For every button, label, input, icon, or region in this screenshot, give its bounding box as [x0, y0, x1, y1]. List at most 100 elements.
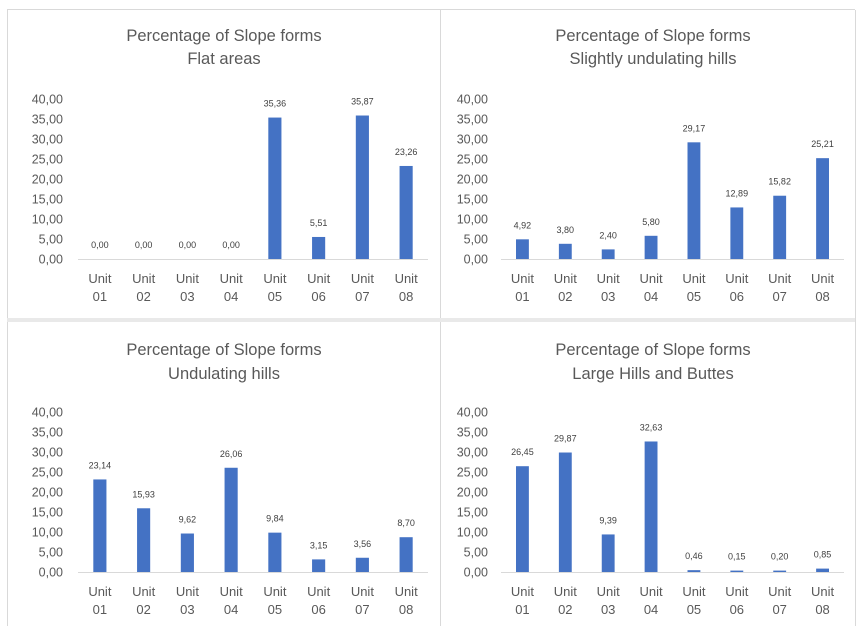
bar	[93, 479, 107, 572]
y-tick-label: 0,00	[464, 566, 488, 580]
data-label: 3,56	[354, 539, 372, 549]
y-tick-label: 25,00	[32, 153, 63, 167]
chart-title: Percentage of Slope forms	[126, 27, 321, 45]
category-label: Unit	[263, 271, 287, 286]
bar	[516, 239, 529, 259]
category-label: Unit	[725, 271, 749, 286]
bar	[558, 243, 572, 259]
category-label: 05	[687, 289, 701, 304]
bar	[644, 235, 658, 259]
data-label: 32,63	[640, 422, 663, 432]
data-label: 35,87	[351, 97, 374, 107]
category-label: 05	[268, 602, 282, 617]
y-tick-label: 10,00	[32, 526, 63, 540]
y-tick-label: 35,00	[457, 113, 488, 127]
data-label: 25,21	[811, 139, 834, 149]
category-label: Unit	[811, 584, 835, 599]
bar	[355, 115, 369, 260]
category-label: Unit	[307, 271, 331, 286]
chart-title: Percentage of Slope forms	[555, 27, 750, 45]
bar	[730, 570, 744, 572]
category-label: Unit	[351, 271, 375, 286]
category-label: 05	[687, 602, 701, 617]
data-label: 0,46	[685, 551, 703, 561]
y-tick-label: 35,00	[457, 426, 488, 440]
data-label: 5,80	[642, 217, 660, 227]
y-tick-label: 40,00	[32, 406, 63, 420]
chart-svg: Percentage of Slope forms Undulating hill…	[32, 341, 428, 617]
y-tick-label: 40,00	[32, 93, 63, 107]
category-label: 01	[93, 602, 107, 617]
y-tick-label: 20,00	[32, 173, 63, 187]
y-tick-label: 0,00	[39, 253, 63, 267]
y-tick-label: 0,00	[39, 566, 63, 580]
bar	[730, 207, 744, 259]
chart-panel-large-hills-and-buttes: Percentage of Slope forms Large Hills and…	[441, 323, 855, 626]
chart-panel-undulating-hills: Percentage of Slope forms Undulating hill…	[8, 323, 440, 626]
category-label: Unit	[307, 584, 331, 599]
category-label: Unit	[395, 584, 419, 599]
bar	[816, 158, 829, 259]
y-tick-label: 30,00	[457, 133, 488, 147]
category-label: Unit	[768, 271, 792, 286]
bar	[516, 466, 529, 572]
bar	[180, 533, 194, 572]
category-label: Unit	[725, 584, 749, 599]
category-label: Unit	[220, 271, 244, 286]
category-label: Unit	[511, 271, 535, 286]
category-label: Unit	[682, 271, 706, 286]
y-tick-label: 30,00	[457, 446, 488, 460]
y-tick-label: 35,00	[32, 113, 63, 127]
data-label: 9,39	[599, 515, 617, 525]
bar	[773, 570, 787, 572]
y-tick-label: 10,00	[32, 213, 63, 227]
data-label: 29,87	[554, 434, 577, 444]
bar	[687, 142, 701, 259]
data-label: 29,17	[683, 123, 706, 133]
y-tick-label: 10,00	[457, 526, 488, 540]
y-tick-label: 5,00	[39, 233, 63, 247]
data-label: 9,62	[179, 515, 197, 525]
data-label: 8,70	[397, 518, 415, 528]
y-tick-label: 10,00	[457, 213, 488, 227]
category-label: 06	[730, 602, 744, 617]
chart-title: Percentage of Slope forms	[555, 341, 750, 359]
bar	[268, 532, 282, 572]
chart-title: Percentage of Slope forms	[126, 341, 321, 359]
category-label: 02	[558, 602, 572, 617]
category-label: 03	[180, 289, 194, 304]
category-label: 08	[815, 289, 829, 304]
bar	[399, 537, 413, 572]
category-label: Unit	[263, 584, 287, 599]
category-label: Unit	[176, 271, 200, 286]
bar	[687, 570, 701, 572]
bar	[137, 508, 151, 572]
data-label: 12,89	[726, 188, 749, 198]
data-label: 15,93	[132, 489, 155, 499]
panel-divider-horizontal	[7, 318, 855, 322]
data-label: 4,92	[514, 220, 532, 230]
y-tick-label: 15,00	[457, 193, 488, 207]
category-label: 07	[772, 289, 786, 304]
category-label: Unit	[811, 271, 835, 286]
bar	[601, 534, 615, 572]
category-label: 08	[815, 602, 829, 617]
category-label: 02	[136, 289, 150, 304]
y-tick-label: 15,00	[32, 506, 63, 520]
category-label: 01	[93, 289, 107, 304]
category-label: 03	[180, 602, 194, 617]
category-label: Unit	[176, 584, 200, 599]
y-tick-label: 5,00	[464, 233, 488, 247]
data-label: 35,36	[264, 99, 287, 109]
bar	[268, 117, 282, 259]
y-tick-label: 40,00	[457, 93, 488, 107]
data-label: 26,06	[220, 449, 243, 459]
category-label: 07	[772, 602, 786, 617]
chart-subtitle: Slightly undulating hills	[570, 50, 737, 68]
category-label: 07	[355, 289, 369, 304]
y-tick-label: 20,00	[457, 173, 488, 187]
data-label: 0,85	[814, 550, 832, 560]
data-label: 3,15	[310, 540, 328, 550]
category-label: 03	[601, 289, 615, 304]
y-tick-label: 5,00	[464, 546, 488, 560]
